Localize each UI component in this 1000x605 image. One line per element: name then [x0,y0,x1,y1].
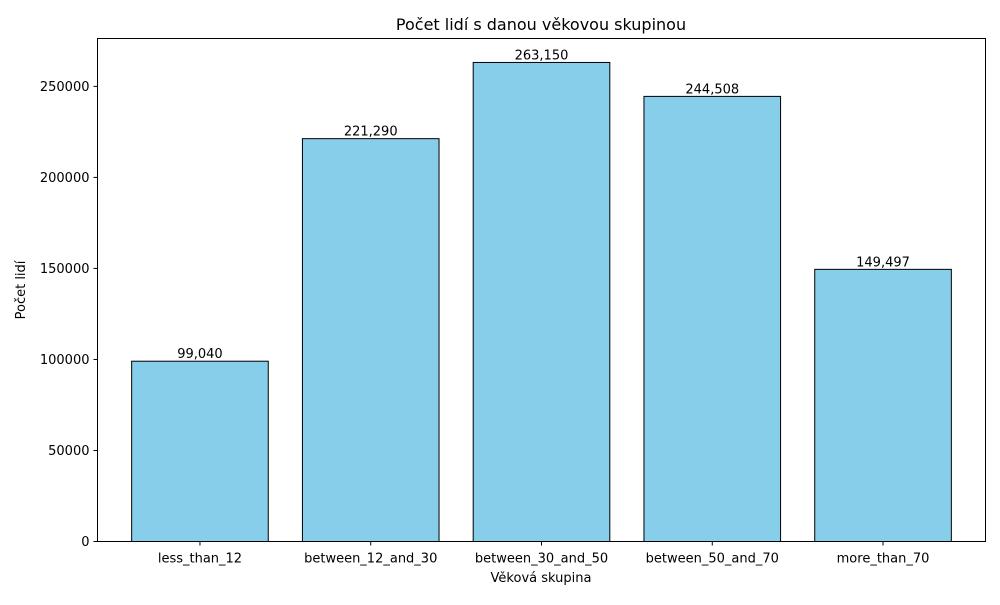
x-axis: less_than_12 between_12_and_30 between_30_… [158,541,930,567]
x-tick-label: between_12_and_30 [304,552,437,567]
x-tick-label: between_30_and_50 [475,552,608,567]
x-tick-label: between_50_and_70 [646,552,779,567]
bar-between_12_and_30 [301,138,440,542]
bar-between_50_and_70 [643,95,782,542]
y-tick-label: 200000 [40,171,90,186]
chart-title: Počet lidí s danou věkovou skupinou [396,15,686,34]
value-labels-layer: 99,040 221,290 263,150 244,508 149,497 [177,48,910,362]
bar-between_30_and_50 [472,61,611,542]
y-axis: 0 50000 100000 150000 200000 250000 [40,80,98,550]
y-tick-label: 50000 [48,444,89,459]
y-tick-label: 100000 [40,353,90,368]
bar-value-label: 99,040 [177,347,223,362]
bar-value-label: 149,497 [856,255,910,270]
x-tick-label: more_than_70 [837,552,930,567]
y-axis-label: Počet lidí [14,260,29,319]
bar-more_than_70 [814,268,952,542]
bar-less_than_12 [131,360,269,543]
y-tick-label: 150000 [40,262,90,277]
bar-value-label: 244,508 [685,82,739,97]
plot-area-frame [97,38,986,542]
y-tick-label: 0 [81,535,89,550]
bar-value-label: 221,290 [344,125,398,140]
y-tick-label: 250000 [40,80,90,95]
x-tick-label: less_than_12 [158,552,242,567]
bars-layer [131,61,952,543]
bar-value-label: 263,150 [515,48,569,63]
x-axis-label: Věková skupina [491,571,592,586]
